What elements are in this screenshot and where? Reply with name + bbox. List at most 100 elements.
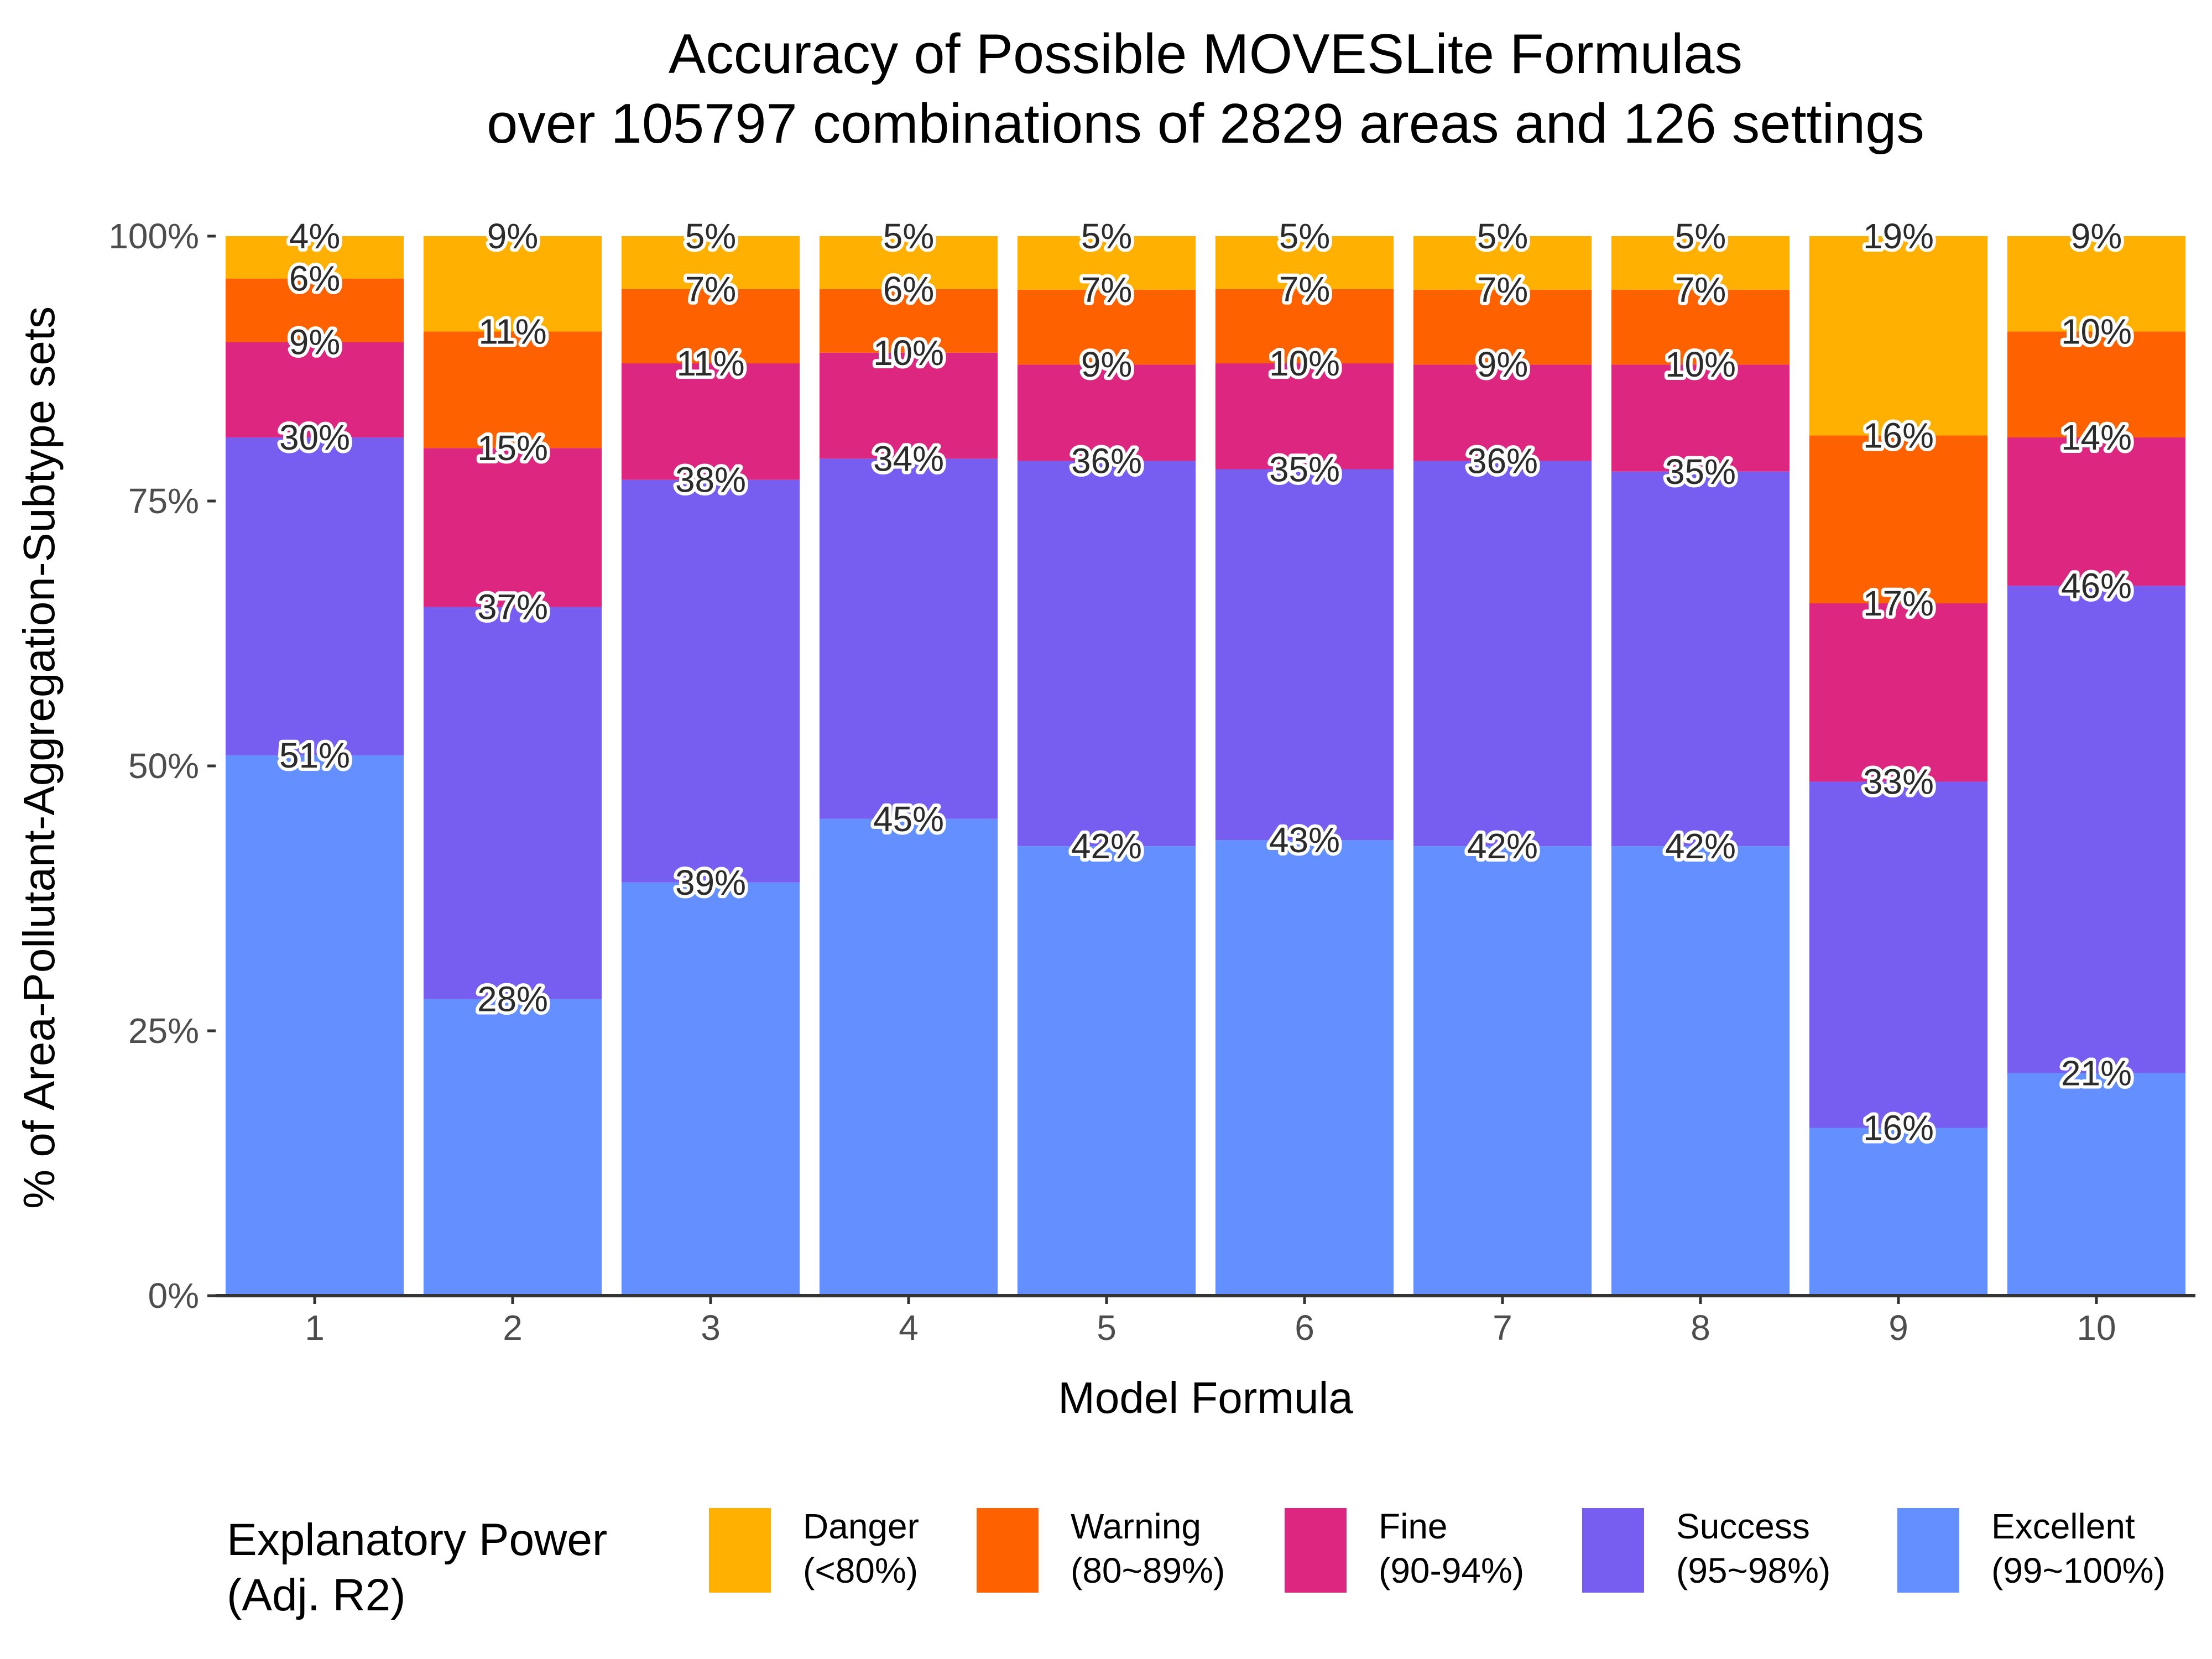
data-label-fine-3: 11% [676,343,744,383]
data-label-excellent-2: 28% [477,979,548,1019]
data-label-fine-1: 9% [289,322,341,362]
data-label-success-9: 33% [1863,761,1934,801]
data-label-success-1: 30% [279,418,350,457]
bar-danger-6 [1215,236,1394,289]
data-label-warning-5: 7% [1081,270,1133,310]
legend: Explanatory Power (Adj. R2) Danger (<80%)… [227,1506,2166,1620]
bar-excellent-4 [819,818,998,1296]
bar-danger-2 [423,236,602,332]
data-label-success-4: 34% [873,439,944,478]
data-label-fine-9: 17% [1863,583,1934,623]
legend-label-excellent: Excellent [1991,1506,2135,1546]
data-label-success-8: 35% [1665,452,1736,492]
bar-excellent-2 [423,999,602,1296]
legend-range-fine: (90-94%) [1379,1551,1524,1590]
bar-fine-1 [225,342,404,438]
bar-warning-1 [225,278,404,342]
data-label-warning-2: 11% [478,311,546,351]
legend-key-fine [1285,1508,1347,1593]
bar-danger-8 [1611,236,1790,290]
data-label-danger-7: 5% [1477,216,1528,256]
legend-range-excellent: (99~100%) [1991,1551,2166,1590]
y-tick-label-3: 75% [128,481,199,521]
legend-label-fine: Fine [1379,1506,1448,1546]
data-label-danger-4: 5% [883,216,935,256]
chart-title: Accuracy of Possible MOVESLite Formulas [669,23,1743,85]
legend-title-line1: Explanatory Power [227,1515,607,1565]
data-label-success-5: 36% [1071,441,1142,481]
data-label-danger-6: 5% [1279,216,1331,256]
data-label-fine-10: 14% [2061,418,2132,457]
legend-range-warning: (80~89%) [1071,1551,1225,1590]
bar-danger-4 [819,236,998,289]
data-label-excellent-7: 42% [1467,826,1538,866]
legend-label-success: Success [1676,1506,1810,1546]
data-label-excellent-1: 51% [279,735,350,775]
bar-danger-3 [621,236,800,289]
y-tick-label-0: 0% [148,1276,200,1316]
data-label-success-2: 37% [477,587,548,627]
data-label-excellent-6: 43% [1269,820,1340,860]
x-tick-label-1: 1 [305,1308,325,1348]
bar-fine-5 [1017,364,1196,461]
data-label-fine-5: 9% [1081,345,1133,384]
data-label-success-3: 38% [675,460,746,500]
bar-excellent-7 [1413,846,1592,1296]
bar-warning-9 [1809,435,1988,603]
data-label-danger-5: 5% [1081,216,1133,256]
x-tick-label-10: 10 [2077,1308,2116,1348]
bar-fine-4 [819,352,998,459]
data-label-fine-4: 10% [873,333,944,373]
y-tick-label-2: 50% [128,746,199,786]
x-tick-label-6: 6 [1295,1308,1314,1348]
bar-warning-7 [1413,289,1592,365]
legend-range-success: (95~98%) [1676,1551,1830,1590]
data-label-danger-2: 9% [487,216,539,256]
data-label-danger-1: 4% [289,216,341,256]
legend-label-danger: Danger [803,1506,919,1546]
data-label-warning-8: 7% [1675,270,1726,310]
data-label-danger-8: 5% [1675,216,1726,256]
data-label-success-7: 36% [1467,441,1538,481]
bar-fine-8 [1611,364,1790,472]
x-tick-label-7: 7 [1493,1308,1512,1348]
legend-key-success [1582,1508,1644,1593]
legend-title-line2: (Adj. R2) [227,1570,406,1620]
bar-danger-10 [2007,236,2186,332]
legend-key-excellent [1897,1508,1959,1593]
bar-warning-3 [621,289,800,363]
x-axis-title: Model Formula [1058,1373,1353,1422]
data-label-excellent-5: 42% [1071,826,1142,866]
data-label-warning-3: 7% [685,269,737,309]
data-label-excellent-3: 39% [675,863,746,902]
data-label-warning-9: 16% [1863,415,1934,455]
y-tick-label-4: 100% [108,216,199,256]
data-label-warning-10: 10% [2061,311,2132,351]
bar-fine-3 [621,363,800,480]
data-label-success-10: 46% [2061,566,2132,606]
data-label-excellent-4: 45% [873,799,944,839]
data-label-excellent-10: 21% [2061,1053,2132,1093]
bar-success-2 [423,607,602,999]
bar-success-9 [1809,781,1988,1128]
y-tick-label-1: 25% [128,1011,199,1051]
bar-success-10 [2007,586,2186,1073]
bar-excellent-8 [1611,846,1790,1296]
data-label-warning-6: 7% [1279,269,1331,309]
bar-fine-10 [2007,437,2186,586]
bar-danger-9 [1809,236,1988,436]
data-label-warning-4: 6% [883,269,935,309]
legend-key-warning [977,1508,1039,1593]
data-label-warning-7: 7% [1477,270,1528,310]
bar-success-3 [621,479,800,883]
bar-fine-7 [1413,364,1592,461]
data-label-excellent-8: 42% [1665,826,1736,866]
chart-subtitle: over 105797 combinations of 2829 areas a… [487,93,1924,155]
data-label-fine-8: 10% [1665,345,1736,384]
x-tick-label-2: 2 [503,1308,523,1348]
data-label-danger-9: 19% [1863,216,1934,256]
bar-success-7 [1413,461,1592,847]
bar-excellent-1 [225,755,404,1296]
bar-warning-10 [2007,331,2186,438]
